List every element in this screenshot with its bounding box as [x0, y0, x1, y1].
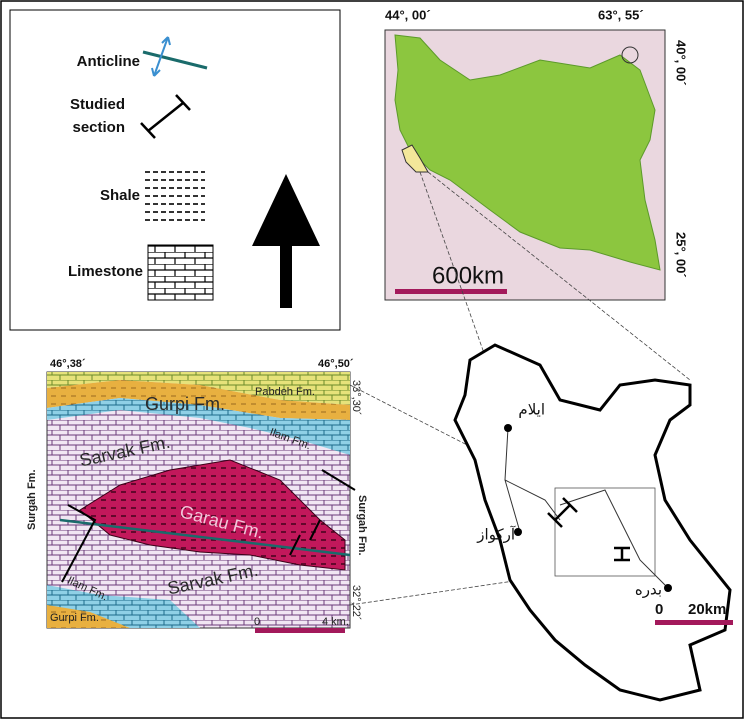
section-lines [61, 469, 356, 583]
city [664, 584, 672, 592]
formation-label: Gurpi Fm. [50, 612, 99, 624]
scale-bar [395, 289, 507, 294]
lat-label: 32°,22´ [350, 585, 362, 621]
limestone-swatch [147, 244, 214, 301]
formation-label: Gurpi Fm. [145, 394, 225, 414]
connector [349, 171, 691, 606]
lat-label: 25°, 00´ [674, 232, 689, 278]
lon-label: 46°,50´ [318, 358, 354, 370]
compass [621, 46, 639, 64]
legend-label: Limestone [68, 263, 143, 280]
anticline-axis [153, 36, 169, 77]
section-symbols [547, 497, 630, 562]
place-label: ایلام [518, 401, 545, 419]
formation-label: Surgah Fm. [356, 495, 368, 556]
anticline-arrows [151, 36, 171, 77]
city [504, 424, 512, 432]
pabdeh-fm [47, 372, 350, 405]
gurpi-fm-lower [47, 605, 130, 628]
province-outline [453, 343, 732, 702]
formation-label: Surgah Fm. [26, 469, 38, 530]
place-label: بدره [635, 581, 662, 599]
legend-label: section [72, 119, 125, 136]
lat-label: 40°, 00´ [674, 40, 689, 86]
ilam-fm [47, 398, 350, 455]
north-arrow-shaft [280, 244, 292, 308]
place-label: آرکواز [476, 526, 516, 544]
lon-label: 63°, 55´ [598, 7, 644, 22]
scale-bar [255, 628, 345, 633]
anticline-axis [59, 518, 351, 557]
lon-label: 46°,38´ [50, 358, 86, 370]
shale-swatch [145, 170, 205, 225]
lat-label: 33°,30´ [350, 380, 362, 416]
scale-label: 0 [655, 601, 663, 618]
legend-label: Shale [100, 187, 140, 204]
north-arrow [252, 174, 320, 246]
section-symbol [140, 94, 191, 139]
study-area-box [554, 487, 656, 577]
anticline-symbol [142, 50, 208, 70]
city [514, 528, 522, 536]
legend-label: Anticline [77, 53, 140, 70]
legend-label: Studied [70, 96, 125, 113]
scale-label: 0 [254, 616, 260, 628]
gurpi-fm [47, 380, 350, 420]
formation-label: Pabdeh Fm. [255, 386, 315, 398]
scale-label: 600km [432, 262, 504, 289]
roads [504, 427, 669, 589]
scale-bar [655, 620, 733, 625]
scale-label: 4 km. [322, 616, 349, 628]
scale-label: 20km [688, 601, 726, 618]
lon-label: 44°, 00´ [385, 7, 431, 22]
